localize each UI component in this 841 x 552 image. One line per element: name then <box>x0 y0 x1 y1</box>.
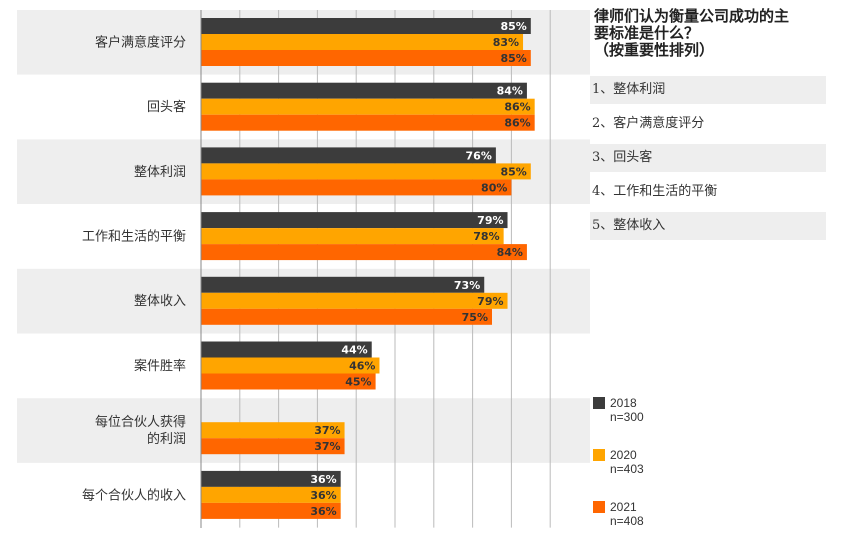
bar-2020 <box>201 98 535 115</box>
bar-2020 <box>201 163 531 180</box>
bar-2021 <box>201 114 535 131</box>
ranking-item-3: 3、回头客 <box>590 144 826 172</box>
bars <box>201 18 535 519</box>
bar-label-2020: 86% <box>504 101 530 114</box>
bar-label-2020: 37% <box>314 424 340 437</box>
bar-2021 <box>201 179 512 196</box>
bar-label-2021: 75% <box>462 311 488 324</box>
category-label: 客户满意度评分 <box>95 34 186 50</box>
legend-label-2021: 2021 <box>610 500 637 514</box>
legend-label-2018: 2018 <box>610 396 637 410</box>
ranking-item-2: 2、客户满意度评分 <box>592 116 705 131</box>
bar-2021 <box>201 502 341 519</box>
bar-2021 <box>201 438 345 455</box>
category-label: 整体收入 <box>134 294 186 309</box>
bar-label-2020: 36% <box>310 489 336 502</box>
bar-label-2020: 79% <box>477 295 503 308</box>
bar-2018 <box>201 18 531 34</box>
bar-2021 <box>201 244 527 261</box>
bar-2021 <box>201 50 531 66</box>
bar-label-2018: 76% <box>466 149 492 162</box>
bar-label-2018: 85% <box>500 20 526 33</box>
bar-2018 <box>201 212 508 229</box>
bar-label-2018: 36% <box>310 473 336 486</box>
bar-2020 <box>201 422 345 439</box>
bar-2021 <box>201 373 376 390</box>
category-label: 每位合伙人获得的利润 <box>95 414 186 447</box>
legend-swatch-2018 <box>593 397 605 409</box>
bar-label-2021: 45% <box>345 376 371 389</box>
bar-2020 <box>201 34 524 50</box>
bar-2018 <box>201 276 485 293</box>
legend-swatch-2020 <box>593 449 605 461</box>
ranking-item-4: 4、工作和生活的平衡 <box>592 184 718 199</box>
legend-label-2020: 2020 <box>610 448 637 462</box>
bar-label-2021: 84% <box>497 246 523 259</box>
category-label: 每个合伙人的收入 <box>82 487 186 503</box>
bar-2018 <box>201 470 341 487</box>
bar-label-2020: 83% <box>493 36 519 49</box>
bar-2018 <box>201 341 372 358</box>
bar-2020 <box>201 486 341 503</box>
bar-2020 <box>201 292 508 309</box>
bar-label-2020: 85% <box>500 165 526 178</box>
legend-sample-2018: n=300 <box>610 410 644 424</box>
side-title: 律师们认为衡量公司成功的主 要标准是什么？ （按重要性排列） <box>594 8 826 59</box>
bar-label-2021: 86% <box>504 117 530 130</box>
category-label: 整体利润 <box>134 165 186 180</box>
side-title-line: （按重要性排列） <box>594 41 715 59</box>
bar-label-2018: 73% <box>454 279 480 292</box>
bar-label-2018: 44% <box>341 344 367 357</box>
bar-value-labels: 85% 83% 85% 84% 86% 86% 76% 85% 80% 79% 78% 84% 73% 7… <box>310 20 530 518</box>
bar-2018 <box>201 147 496 164</box>
category-label: 案件胜率 <box>134 358 186 374</box>
bar-label-2021: 36% <box>310 505 336 518</box>
category-label: 回头客 <box>147 99 186 115</box>
bar-2021 <box>201 308 492 325</box>
legend-sample-2021: n=408 <box>610 514 644 528</box>
bar-label-2021: 85% <box>500 52 526 65</box>
bar-label-2018: 84% <box>497 85 523 98</box>
bar-label-2020: 78% <box>473 230 499 243</box>
side-title-line: 律师们认为衡量公司成功的主 <box>594 7 790 25</box>
bar-2020 <box>201 228 504 245</box>
bar-2018 <box>201 82 527 99</box>
side-title-line: 要标准是什么？ <box>594 24 700 42</box>
category-label: 工作和生活的平衡 <box>82 228 186 244</box>
category-labels: 客户满意度评分回头客整体利润工作和生活的平衡整体收入案件胜率每位合伙人获得的利润… <box>82 34 186 503</box>
bar-label-2021: 37% <box>314 440 340 453</box>
ranking-item-1: 1、整体利润 <box>590 76 826 104</box>
legend-swatch-2021 <box>593 501 605 513</box>
bar-chart: 客户满意度评分回头客整体利润工作和生活的平衡整体收入案件胜率每位合伙人获得的利润… <box>17 10 590 528</box>
bar-label-2021: 80% <box>481 181 507 194</box>
legend-sample-2020: n=403 <box>610 462 644 476</box>
ranking-item-5: 5、整体收入 <box>590 212 826 240</box>
bar-label-2020: 46% <box>349 360 375 373</box>
bar-2020 <box>201 357 380 374</box>
ranking-list: 1、整体利润 2、客户满意度评分 3、回头客 4、工作和生活的平衡 5、整体收入 <box>590 76 826 246</box>
bar-label-2018: 79% <box>477 214 503 227</box>
